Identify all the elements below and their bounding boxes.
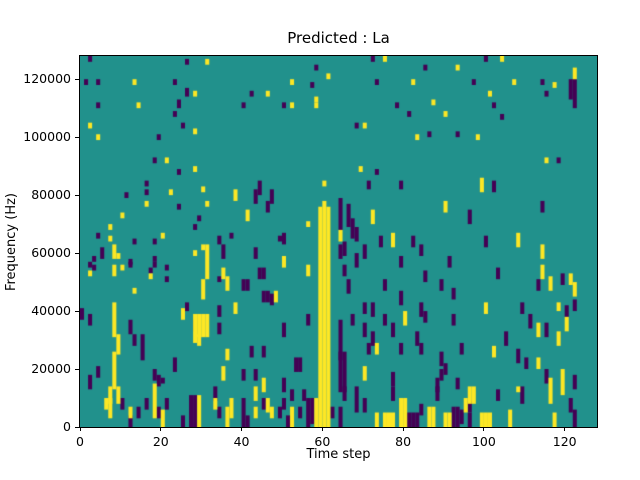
y-tick-label: 100000 xyxy=(23,129,71,145)
y-tick-label: 40000 xyxy=(31,303,71,319)
y-tick-mark xyxy=(75,252,79,254)
y-tick-mark xyxy=(75,136,79,138)
x-tick-mark xyxy=(564,427,566,431)
heatmap-canvas xyxy=(80,56,597,427)
y-tick-label: 0 xyxy=(63,419,71,434)
x-axis-label: Time step xyxy=(306,447,371,462)
y-tick-label: 20000 xyxy=(31,361,71,377)
y-tick-label: 60000 xyxy=(31,245,71,261)
heatmap-plot-area xyxy=(79,55,598,428)
x-tick-label: 0 xyxy=(76,434,84,449)
x-tick-label: 60 xyxy=(314,434,331,449)
x-tick-mark xyxy=(160,427,162,431)
chart-title: Predicted : La xyxy=(287,29,390,47)
y-tick-mark xyxy=(75,78,79,80)
y-tick-mark xyxy=(75,310,79,312)
x-tick-label: 80 xyxy=(395,434,412,449)
y-tick-mark xyxy=(75,368,79,370)
y-tick-mark xyxy=(75,194,79,196)
y-tick-label: 80000 xyxy=(31,187,71,203)
x-tick-mark xyxy=(79,427,81,431)
y-tick-label: 120000 xyxy=(23,71,71,87)
x-tick-mark xyxy=(402,427,404,431)
x-tick-label: 120 xyxy=(552,434,577,449)
x-tick-mark xyxy=(241,427,243,431)
x-tick-mark xyxy=(321,427,323,431)
x-tick-label: 20 xyxy=(152,434,169,449)
y-tick-mark xyxy=(75,426,79,428)
x-tick-label: 100 xyxy=(471,434,496,449)
x-tick-mark xyxy=(483,427,485,431)
x-tick-label: 40 xyxy=(233,434,250,449)
